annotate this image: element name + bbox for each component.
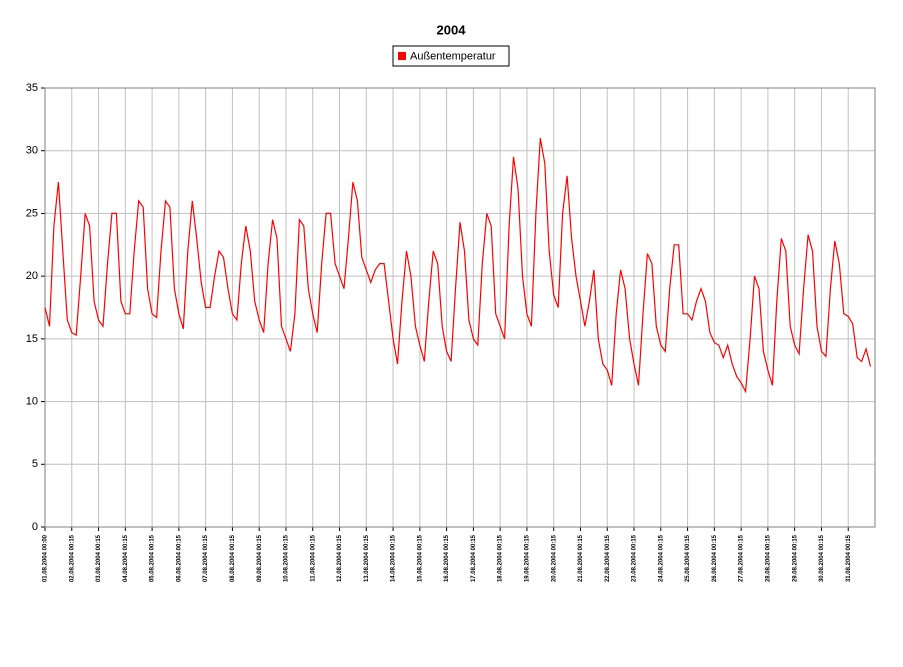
x-tick-label: 12.08.2004 00:15 [337, 534, 343, 582]
x-tick-label: 21.08.2004 00:15 [578, 534, 584, 582]
y-tick-label: 0 [32, 521, 38, 533]
y-tick-label: 20 [26, 270, 38, 282]
x-tick-label: 05.08.2004 00:15 [150, 534, 156, 582]
y-tick-label: 5 [32, 458, 38, 470]
line-series [44, 138, 872, 394]
x-tick-label: 23.08.2004 00:15 [632, 534, 638, 582]
legend-label: Außentemperatur [410, 50, 496, 62]
x-tick-label: 02.08.2004 00:15 [69, 534, 75, 582]
x-tick-label: 28.08.2004 00:15 [765, 534, 771, 582]
chart-title: 2004 [437, 22, 467, 37]
x-tick-label: 27.08.2004 00:15 [739, 534, 745, 582]
x-tick-label: 18.08.2004 00:15 [498, 534, 504, 582]
x-tick-label: 03.08.2004 00:15 [96, 534, 102, 582]
legend-swatch [398, 52, 406, 60]
x-tick-label: 14.08.2004 00:15 [391, 534, 397, 582]
x-tick-label: 10.08.2004 00:15 [284, 534, 290, 582]
x-tick-label: 26.08.2004 00:15 [712, 534, 718, 582]
x-tick-label: 07.08.2004 00:15 [203, 534, 209, 582]
y-tick-label: 30 [26, 145, 38, 157]
x-tick-label: 24.08.2004 00:15 [658, 534, 664, 582]
y-tick-label: 15 [26, 333, 38, 345]
x-tick-label: 31.08.2004 00:15 [846, 534, 852, 582]
x-tick-label: 11.08.2004 00:15 [310, 534, 316, 581]
x-tick-label: 29.08.2004 00:15 [792, 534, 798, 582]
x-tick-label: 30.08.2004 00:15 [819, 534, 825, 582]
x-tick-label: 16.08.2004 00:15 [444, 534, 450, 582]
x-tick-label: 20.08.2004 00:15 [551, 534, 557, 582]
x-tick-label: 17.08.2004 00:15 [471, 534, 477, 582]
x-tick-label: 19.08.2004 00:15 [525, 534, 531, 582]
x-tick-label: 25.08.2004 00:15 [685, 534, 691, 582]
x-tick-label: 09.08.2004 00:15 [257, 534, 263, 582]
y-tick-label: 25 [26, 207, 38, 219]
x-tick-label: 08.08.2004 00:15 [230, 534, 236, 582]
x-tick-label: 13.08.2004 00:15 [364, 534, 370, 582]
x-tick-label: 06.08.2004 00:15 [176, 534, 182, 582]
y-tick-label: 10 [26, 395, 38, 407]
y-tick-label: 35 [26, 82, 38, 94]
x-tick-label: 04.08.2004 00:15 [123, 534, 129, 582]
x-tick-label: 15.08.2004 00:15 [417, 534, 423, 582]
legend-box [392, 45, 510, 67]
x-tick-label: 22.08.2004 00:15 [605, 534, 611, 582]
x-tick-label: 01.08.2004 00:00 [43, 534, 49, 582]
